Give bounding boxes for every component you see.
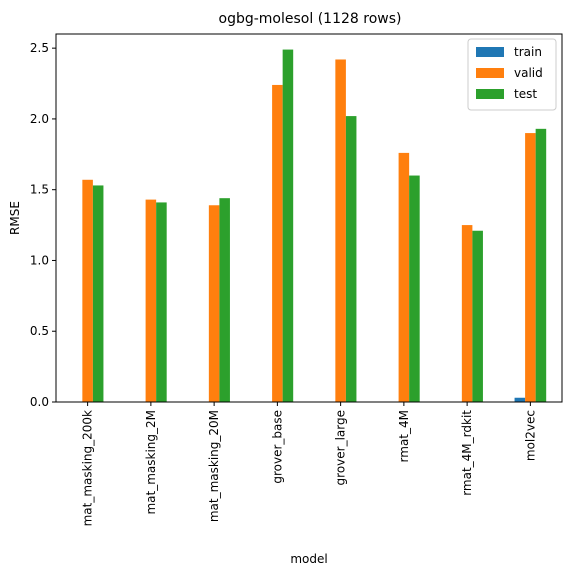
y-tick-label: 1.0 xyxy=(30,253,49,267)
x-tick-label: rmat_4M_rdkit xyxy=(460,410,474,496)
bar-test-mat_masking_200k xyxy=(92,185,104,402)
y-tick-label: 0.0 xyxy=(30,395,49,409)
bar-test-mat_masking_20M xyxy=(219,198,230,402)
bar-valid-mat_masking_200k xyxy=(82,179,93,402)
bar-test-rmat_4M_rdkit xyxy=(472,230,483,402)
x-tick-label: grover_base xyxy=(270,410,284,484)
bar-valid-mat_masking_2M xyxy=(145,199,157,402)
bar-valid-rmat_4M xyxy=(398,152,410,402)
bar-test-mol2vec xyxy=(535,128,547,402)
plot-area: 0.00.51.01.52.02.5 mat_masking_200k mat_m… xyxy=(30,33,563,526)
x-tick-label: mat_masking_200k xyxy=(81,410,95,526)
bar-test-rmat_4M xyxy=(409,175,420,402)
bar-valid-rmat_4M_rdkit xyxy=(461,225,473,402)
y-tick-label: 0.5 xyxy=(30,324,49,338)
bar-test-mat_masking_2M xyxy=(156,202,167,402)
x-tick-label: mat_masking_2M xyxy=(144,410,158,515)
plot-frame xyxy=(55,33,563,403)
legend: train valid test xyxy=(467,38,557,111)
x-tick-label: mol2vec xyxy=(523,410,537,461)
legend-label-test: test xyxy=(514,87,537,101)
bars-layer xyxy=(82,49,547,402)
x-axis-label: model xyxy=(290,552,327,566)
x-axis: mat_masking_200k mat_masking_2M mat_maskin… xyxy=(81,402,537,526)
legend-swatch-test xyxy=(476,89,504,99)
legend-label-valid: valid xyxy=(514,66,543,80)
legend-swatch-train xyxy=(476,47,504,57)
y-tick-label: 2.5 xyxy=(30,41,49,55)
chart-title: ogbg-molesol (1128 rows) xyxy=(219,11,402,27)
y-tick-label: 2.0 xyxy=(30,112,49,126)
bar-test-grover_large xyxy=(345,116,357,402)
bar-train-mol2vec xyxy=(514,397,526,402)
bar-valid-grover_base xyxy=(272,84,283,402)
bar-valid-grover_large xyxy=(335,59,346,402)
y-tick-label: 1.5 xyxy=(30,183,49,197)
x-tick-label: grover_large xyxy=(334,410,348,485)
x-tick-label: mat_masking_20M xyxy=(207,410,221,522)
legend-swatch-valid xyxy=(476,68,504,78)
y-axis-label: RMSE xyxy=(8,201,22,235)
legend-label-train: train xyxy=(514,45,542,59)
bar-test-grover_base xyxy=(282,49,294,402)
y-axis: 0.0 0.5 1.0 1.5 2.0 2.5 xyxy=(30,41,56,409)
bar-valid-mol2vec xyxy=(525,133,536,402)
bar-valid-mat_masking_20M xyxy=(208,205,220,402)
x-tick-label: rmat_4M xyxy=(397,410,411,462)
